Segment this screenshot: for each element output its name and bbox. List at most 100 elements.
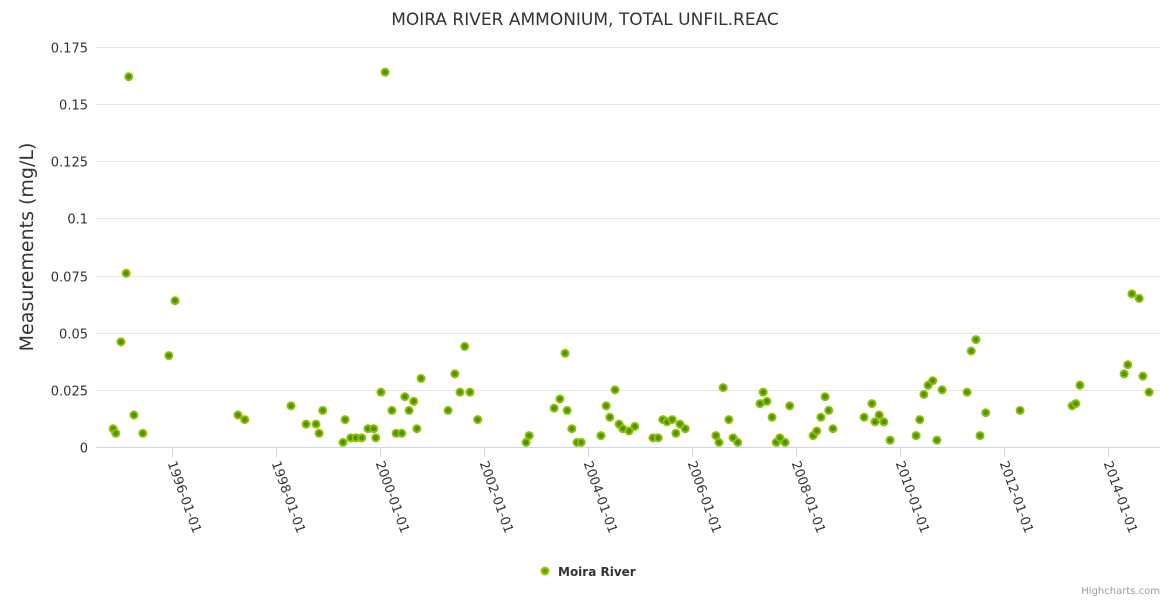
data-point[interactable] (653, 433, 663, 443)
data-point[interactable] (111, 428, 121, 438)
data-point[interactable] (443, 405, 453, 415)
data-point[interactable] (473, 415, 483, 425)
data-point[interactable] (521, 437, 531, 447)
data-point[interactable] (318, 405, 328, 415)
data-point[interactable] (812, 426, 822, 436)
data-point[interactable] (724, 415, 734, 425)
data-point[interactable] (711, 431, 721, 441)
data-point[interactable] (596, 431, 606, 441)
data-point[interactable] (605, 412, 615, 422)
data-point[interactable] (928, 376, 938, 386)
data-point[interactable] (560, 348, 570, 358)
data-point[interactable] (859, 412, 869, 422)
data-point[interactable] (567, 424, 577, 434)
data-point[interactable] (116, 337, 126, 347)
data-point[interactable] (311, 419, 321, 429)
data-point[interactable] (129, 410, 139, 420)
data-point[interactable] (314, 428, 324, 438)
data-point[interactable] (867, 399, 877, 409)
data-point[interactable] (915, 415, 925, 425)
data-point[interactable] (380, 67, 390, 77)
data-point[interactable] (981, 408, 991, 418)
data-point[interactable] (718, 383, 728, 393)
data-point[interactable] (371, 433, 381, 443)
data-point[interactable] (1144, 387, 1154, 397)
data-point[interactable] (932, 435, 942, 445)
data-point[interactable] (762, 396, 772, 406)
data-point[interactable] (1119, 369, 1129, 379)
data-point[interactable] (164, 351, 174, 361)
data-point[interactable] (124, 72, 134, 82)
data-point[interactable] (767, 412, 777, 422)
data-point[interactable] (397, 428, 407, 438)
data-point[interactable] (450, 369, 460, 379)
data-point[interactable] (387, 405, 397, 415)
data-point[interactable] (1075, 380, 1085, 390)
data-point[interactable] (824, 405, 834, 415)
data-point[interactable] (630, 421, 640, 431)
data-point[interactable] (301, 419, 311, 429)
data-point[interactable] (549, 403, 559, 413)
data-point[interactable] (870, 417, 880, 427)
data-point[interactable] (919, 389, 929, 399)
y-tick-label: 0.125 (51, 156, 88, 171)
data-point[interactable] (975, 431, 985, 441)
data-point[interactable] (465, 387, 475, 397)
data-point[interactable] (576, 437, 586, 447)
data-point[interactable] (962, 387, 972, 397)
data-point[interactable] (828, 424, 838, 434)
data-point[interactable] (879, 417, 889, 427)
data-point[interactable] (1138, 371, 1148, 381)
data-point[interactable] (121, 268, 131, 278)
data-point[interactable] (671, 428, 681, 438)
data-point[interactable] (286, 401, 296, 411)
data-point[interactable] (338, 437, 348, 447)
data-point[interactable] (733, 437, 743, 447)
data-point[interactable] (874, 410, 884, 420)
data-point[interactable] (1127, 289, 1137, 299)
data-point[interactable] (416, 373, 426, 383)
data-point[interactable] (400, 392, 410, 402)
data-point[interactable] (610, 385, 620, 395)
data-point[interactable] (369, 424, 379, 434)
data-point[interactable] (170, 296, 180, 306)
data-point[interactable] (404, 405, 414, 415)
data-point[interactable] (816, 412, 826, 422)
data-point[interactable] (524, 431, 534, 441)
data-point[interactable] (971, 335, 981, 345)
data-point[interactable] (555, 394, 565, 404)
data-point[interactable] (885, 435, 895, 445)
credits-link[interactable]: Highcharts.com (1081, 586, 1160, 597)
data-point[interactable] (1015, 405, 1025, 415)
x-tick-label: 2002-01-01 (476, 459, 516, 535)
data-point[interactable] (376, 387, 386, 397)
data-point[interactable] (1134, 293, 1144, 303)
data-point[interactable] (233, 410, 243, 420)
data-point[interactable] (409, 396, 419, 406)
data-point[interactable] (780, 437, 790, 447)
data-point[interactable] (911, 431, 921, 441)
data-point[interactable] (562, 405, 572, 415)
data-point[interactable] (601, 401, 611, 411)
legend-item-moira-river[interactable]: Moira River (540, 565, 636, 579)
data-point[interactable] (138, 428, 148, 438)
data-point[interactable] (1071, 399, 1081, 409)
data-point[interactable] (460, 341, 470, 351)
data-point[interactable] (785, 401, 795, 411)
data-point[interactable] (624, 426, 634, 436)
data-point[interactable] (680, 424, 690, 434)
data-point[interactable] (240, 415, 250, 425)
data-point[interactable] (1123, 360, 1133, 370)
y-tick-label: 0 (80, 442, 88, 457)
data-point[interactable] (820, 392, 830, 402)
data-point[interactable] (966, 346, 976, 356)
data-point[interactable] (667, 415, 677, 425)
data-point[interactable] (937, 385, 947, 395)
data-point[interactable] (412, 424, 422, 434)
data-point[interactable] (340, 415, 350, 425)
data-point[interactable] (758, 387, 768, 397)
data-point[interactable] (357, 433, 367, 443)
series-moira-river[interactable] (108, 67, 1154, 447)
data-point[interactable] (714, 437, 724, 447)
data-point[interactable] (455, 387, 465, 397)
